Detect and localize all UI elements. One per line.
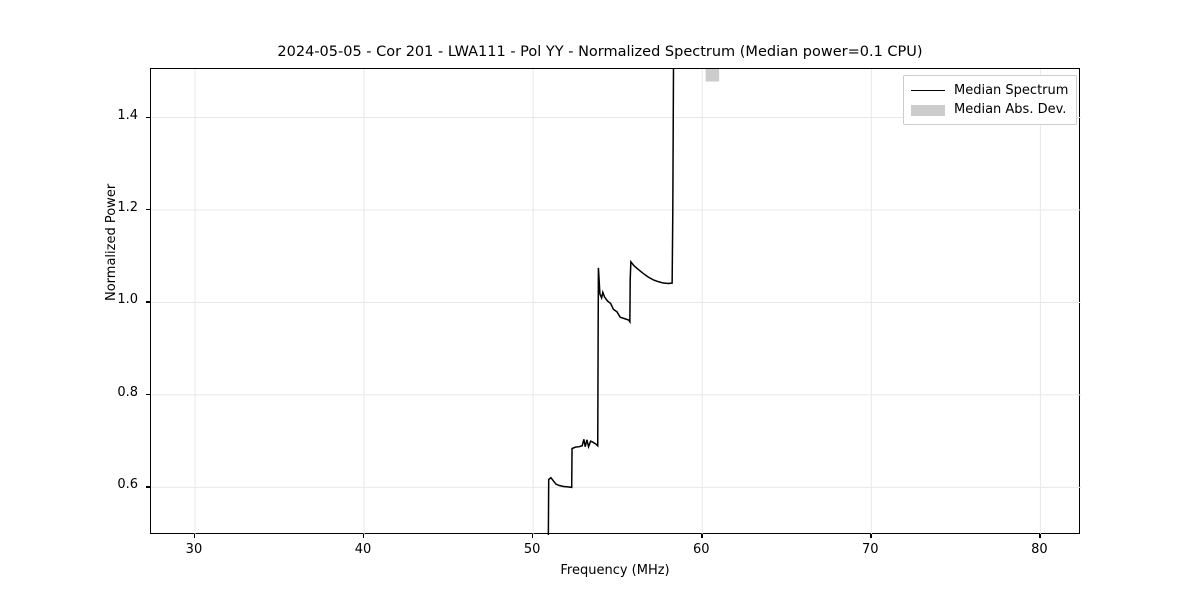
- median-abs-dev-band: [705, 69, 720, 82]
- x-tick-label: 30: [185, 542, 203, 557]
- legend-item-median-spectrum: Median Spectrum: [911, 81, 1068, 100]
- x-tick-label: 50: [523, 542, 541, 557]
- y-tick-mark: [146, 301, 150, 303]
- y-tick-mark: [146, 393, 150, 396]
- x-tick-mark: [870, 534, 872, 538]
- y-tick-label: 0.6: [117, 477, 138, 493]
- legend-line-icon: [911, 84, 945, 98]
- x-tick-mark: [1039, 534, 1041, 538]
- y-tick-label: 1.0: [117, 292, 138, 308]
- x-tick-label: 40: [354, 542, 372, 557]
- plot-area: [150, 68, 1081, 535]
- grid-lines: [151, 69, 1081, 535]
- x-tick-mark: [363, 534, 365, 538]
- x-tick-mark: [701, 534, 703, 538]
- y-tick-label: 1.4: [117, 107, 138, 123]
- x-axis-label: Frequency (MHz): [560, 563, 670, 578]
- x-tick-label: 70: [862, 542, 879, 557]
- x-tick-label: 60: [692, 542, 710, 557]
- legend-item-median-abs-dev: Median Abs. Dev.: [911, 100, 1068, 119]
- legend-patch-icon: [911, 103, 945, 117]
- y-tick-label: 1.2: [117, 200, 138, 215]
- y-tick-mark: [146, 209, 150, 211]
- chart-title: 2024-05-05 - Cor 201 - LWA111 - Pol YY -…: [277, 44, 923, 60]
- y-tick-mark: [146, 486, 150, 488]
- x-tick-mark: [193, 534, 196, 538]
- legend-label-median-spectrum: Median Spectrum: [954, 83, 1069, 98]
- legend-label-median-abs-dev: Median Abs. Dev.: [954, 102, 1067, 117]
- median-spectrum-line: [547, 69, 675, 535]
- chart-legend: Median Spectrum Median Abs. Dev.: [903, 75, 1078, 125]
- plot-svg: [151, 69, 1081, 535]
- y-tick-mark: [146, 116, 150, 118]
- x-tick-mark: [532, 534, 534, 538]
- y-tick-label: 0.8: [117, 384, 138, 400]
- x-tick-label: 80: [1031, 542, 1048, 557]
